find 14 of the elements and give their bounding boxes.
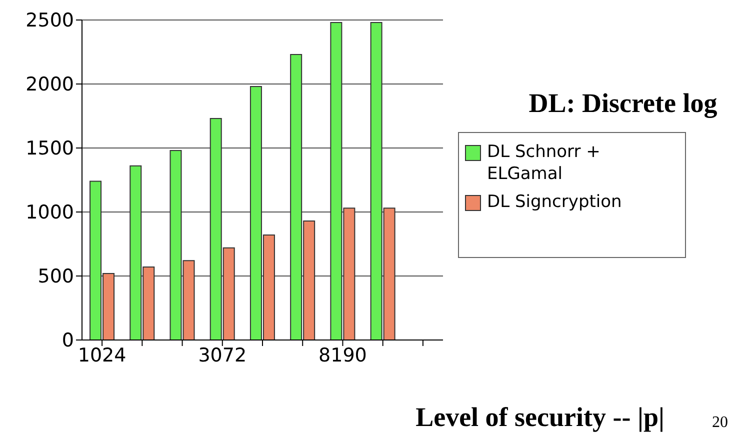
y-tick-label: 1500 [26, 138, 74, 160]
legend-label: DL Schnorr + ELGamal [487, 141, 602, 185]
x-tick-label: 1024 [78, 344, 126, 366]
x-tick-label: 3072 [198, 344, 247, 366]
y-tick-label: 1000 [26, 202, 74, 224]
text: 20 [712, 414, 728, 432]
x-axis-title: Level of security -- |p| [414, 402, 666, 433]
text: DL: Discrete log [528, 88, 718, 119]
y-tick-label: 0 [62, 330, 74, 352]
x-tick-label: 8190 [318, 344, 367, 366]
y-tick-label: 2500 [26, 10, 74, 32]
y-tick-label: 500 [38, 266, 74, 288]
y-tick-label: 2000 [26, 74, 74, 96]
legend-label: DL Signcryption [487, 191, 622, 213]
